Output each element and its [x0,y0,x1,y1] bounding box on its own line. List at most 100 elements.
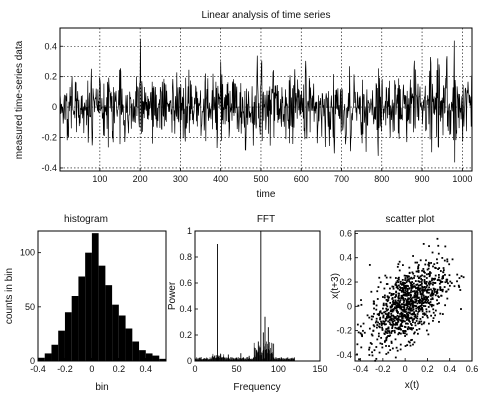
scatter-point [458,277,461,279]
scatter-point [357,304,360,307]
scatter-point [389,323,392,325]
scatter-point [391,321,394,324]
scatter-point [456,273,459,276]
scatter-point [441,290,444,293]
histogram-bar [118,315,126,361]
histogram-bar [145,353,153,361]
scatter-point [431,277,434,280]
scatter-point [409,293,412,296]
scatter-point [406,275,409,277]
scatter-point [413,315,416,318]
scatter-point [398,288,401,291]
scatter-point [404,289,407,292]
scatter-point [391,308,394,311]
scatter-point [423,298,425,301]
scatter-point [402,309,404,312]
scatter-point [413,277,415,279]
scatter-point [358,358,360,361]
scatter-point [400,289,403,292]
scatter-point [387,335,389,337]
scatter-point [385,307,388,310]
scatter-point [425,310,428,313]
scatter-point [393,329,396,332]
scatter-point [409,296,412,299]
scatter-point [436,237,439,240]
scatter-point [375,357,378,360]
scatter-point [416,302,419,305]
scatter-point [458,286,461,288]
scatter-point [418,276,420,279]
scatter-point [391,297,394,299]
scatter-point [421,274,423,277]
scatter-point [410,297,413,300]
y-tick-label: 0 [52,102,57,112]
scatter-point [402,291,405,294]
scatter-point [386,283,389,285]
scatter-point [403,287,406,289]
scatter-point [396,318,399,320]
scatter-point [420,282,423,285]
scatter-point [392,301,395,304]
scatter-point [418,288,420,291]
scatter-point [376,298,379,300]
x-tick-label: 0.4 [140,364,153,374]
scatter-point [430,305,433,308]
scatter-point [395,318,398,320]
scatter-point [386,332,389,334]
scatter-point [382,304,385,307]
scatter-point [417,308,420,311]
histogram-bar [112,304,119,361]
scatter-point [377,335,380,338]
scatter-point [360,299,362,301]
scatter-point [414,261,417,264]
scatter-point [396,314,399,317]
scatter-point [400,307,402,310]
scatter-point [422,322,425,325]
scatter-point [374,321,377,324]
scatter-point [372,302,375,305]
scatter-point [436,262,439,264]
scatter-point [460,308,462,310]
y-tick-label: 0.6 [339,228,352,238]
scatter-point [436,299,438,302]
scatter-point [362,322,365,325]
scatter-point [381,343,384,345]
scatter-point [426,284,429,287]
scatter-point [431,303,433,306]
y-tick-label: 0.8 [179,252,192,262]
scatter-point [429,301,432,303]
scatter-point [402,332,405,335]
x-tick-label: 0.2 [421,364,434,374]
scatter-point [457,284,460,287]
scatter-point [417,267,420,269]
scatter-point [385,345,387,347]
scatter-point [424,300,427,303]
scatter-point [392,320,394,323]
scatter-point [376,290,379,293]
scatter-point [420,308,423,310]
scatter-point [417,284,420,287]
scatter-point [395,302,398,304]
scatter-point [385,337,388,339]
scatter-point [381,329,384,331]
scatter-point [427,261,430,264]
scatter-point [456,280,458,283]
scatter-point [421,310,424,313]
scatter-point [429,282,432,285]
scatter-point [369,342,372,344]
scatter-point [428,288,430,291]
scatter-point [373,325,376,328]
scatter-point [368,264,371,266]
scatter-point [404,316,407,319]
scatter-point [385,339,388,342]
scatter-point [413,341,416,344]
scatter-point [399,315,401,318]
scatter-point [368,348,370,351]
scatter-point [398,332,401,335]
scatter-point [396,323,399,326]
scatter-point [432,317,435,320]
scatter-point [385,317,388,320]
scatter-point [413,275,416,277]
scatter-point [382,322,385,325]
